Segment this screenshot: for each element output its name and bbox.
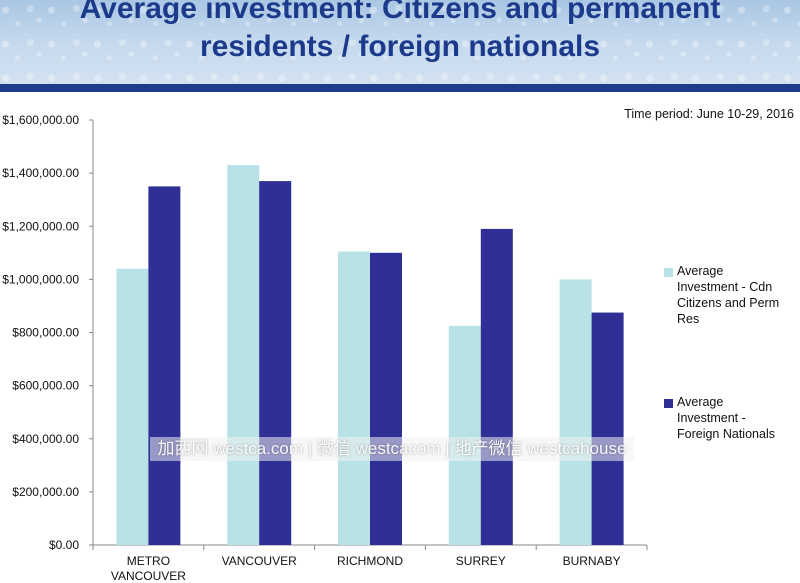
title-line-2: residents / foreign nationals [199,30,601,63]
page-title: Average investment: Citizens and permane… [0,0,800,66]
y-tick-label: $1,600,000.00 [2,113,79,127]
x-tick-label: VANCOUVER [111,569,186,583]
watermark: 加西网 westca.com | 微信 westcacom | 地产微信 wes… [150,437,634,461]
x-tick-label: BURNABY [563,554,621,568]
time-period-label: Time period: June 10-29, 2016 [624,107,794,121]
bar [338,251,370,545]
legend-label-cdn: Average Investment - Cdn Citizens and Perm… [677,263,800,327]
legend-swatch-cdn [664,268,673,277]
legend-label-line: Citizens and Perm [677,296,780,310]
bar [227,165,260,545]
bar [259,181,292,545]
bar [559,279,592,545]
legend-item-cdn: Average Investment - Cdn Citizens and Perm… [664,263,800,327]
bar-chart: $0.00 $200,000.00 $400,000.00 $600,000.00 $8… [2,113,648,583]
bar [116,268,149,545]
y-tick-label: $200,000.00 [12,485,79,499]
y-tick-label: $600,000.00 [12,379,79,393]
title-line-1: Average investment: Citizens and permane… [79,0,721,25]
y-tick-label: $1,400,000.00 [2,166,79,180]
x-tick-label: RICHMOND [337,554,403,568]
title-banner: Average investment: Citizens and permane… [0,0,800,84]
banner-divider [0,84,800,92]
y-tick-label: $400,000.00 [12,432,79,446]
bar [480,228,513,545]
bar [591,312,624,545]
legend-label-line: Res [677,312,700,326]
x-tick-label: SURREY [456,554,506,568]
y-tick-label: $800,000.00 [12,326,79,340]
x-tick-label: VANCOUVER [222,554,297,568]
legend-swatch-foreign [664,399,673,408]
y-tick-label: $1,200,000.00 [2,219,79,233]
bar [370,252,402,545]
legend-label-line: Investment - [677,411,746,425]
legend-label-foreign: Average Investment - Foreign Nationals [677,394,800,442]
legend-label-line: Average [677,264,724,278]
legend-label-line: Foreign Nationals [677,427,775,441]
legend-label-line: Investment - Cdn [677,280,773,294]
y-tick-label: $1,000,000.00 [2,272,79,286]
bar [448,325,481,545]
bar [148,186,181,545]
y-tick-label: $0.00 [49,538,79,552]
legend-label-line: Average [677,395,724,409]
x-tick-label: METRO [127,554,170,568]
legend-item-foreign: Average Investment - Foreign Nationals [664,394,800,442]
